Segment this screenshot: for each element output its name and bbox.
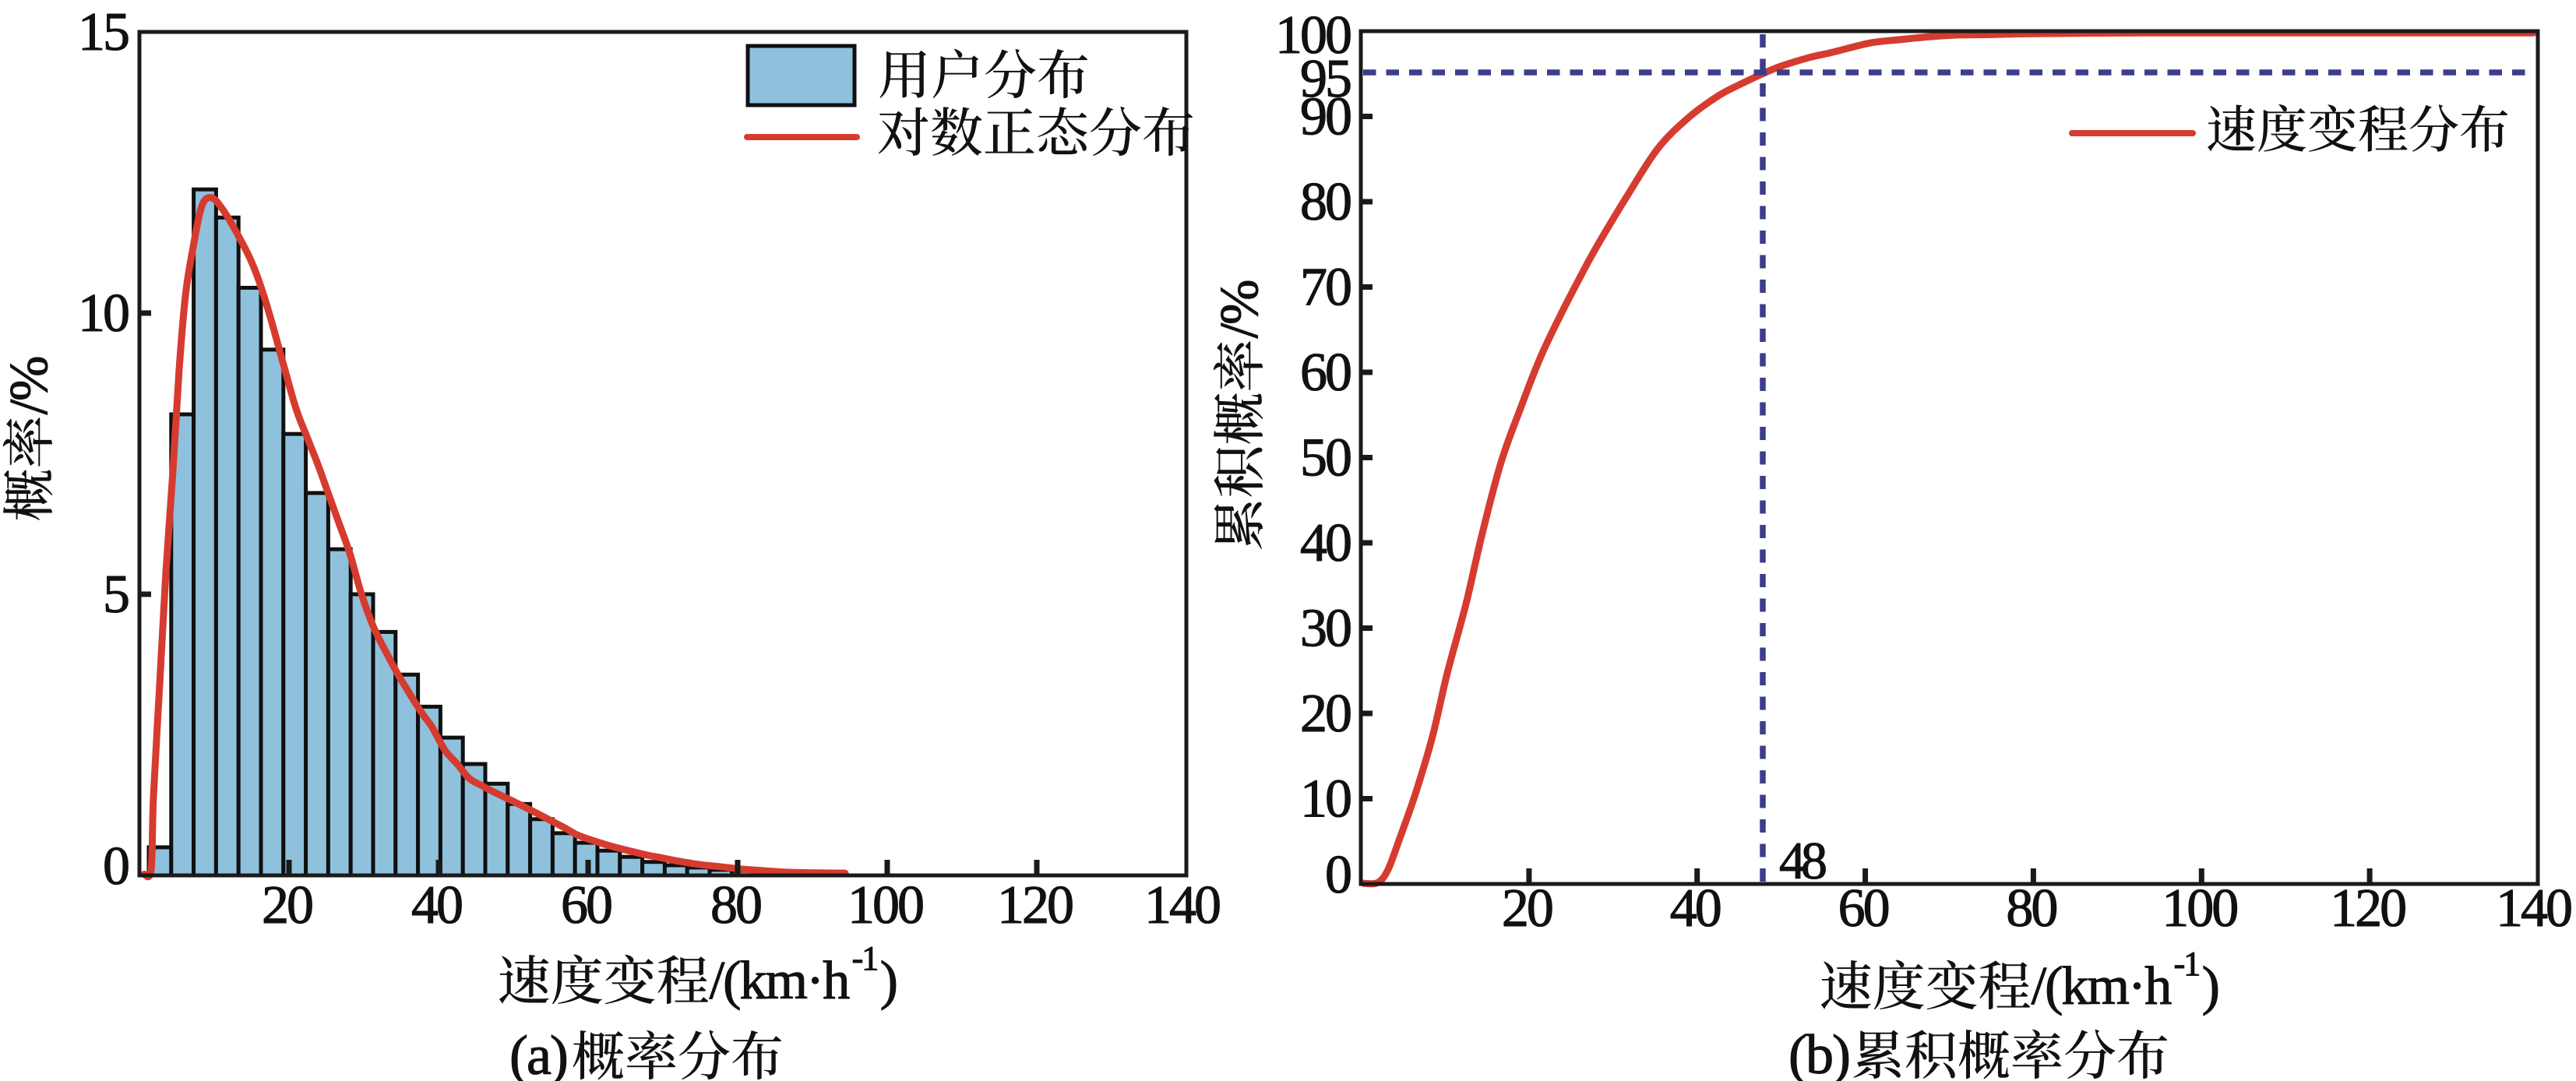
- svg-text:/%: /%: [0, 357, 59, 415]
- svg-text:40: 40: [411, 875, 462, 935]
- svg-text:80: 80: [2006, 879, 2056, 938]
- svg-text:/(km·h: /(km·h: [2032, 956, 2173, 1016]
- svg-text:100: 100: [848, 875, 923, 935]
- svg-text:5: 5: [103, 565, 129, 625]
- svg-text:100: 100: [1275, 5, 1351, 65]
- svg-text:95: 95: [1300, 49, 1351, 109]
- svg-text:10: 10: [78, 283, 129, 343]
- svg-text:80: 80: [1300, 172, 1351, 232]
- svg-text:15: 15: [78, 2, 129, 62]
- svg-text:-1: -1: [852, 939, 878, 977]
- svg-text:20: 20: [1502, 879, 1552, 938]
- svg-text:70: 70: [1300, 258, 1351, 318]
- svg-text:): ): [2202, 956, 2218, 1016]
- svg-text:30: 30: [1300, 599, 1351, 659]
- svg-text:60: 60: [1838, 879, 1889, 938]
- svg-text:40: 40: [1300, 513, 1351, 573]
- svg-text:(a): (a): [509, 1024, 567, 1081]
- svg-text:/(km·h: /(km·h: [710, 951, 851, 1011]
- svg-text:60: 60: [561, 875, 611, 935]
- svg-text:/%: /%: [1210, 281, 1270, 339]
- svg-text:40: 40: [1670, 879, 1721, 938]
- svg-text:140: 140: [1144, 875, 1220, 935]
- svg-text:20: 20: [262, 875, 312, 935]
- svg-text:0: 0: [1325, 845, 1351, 905]
- svg-text:-1: -1: [2174, 945, 2200, 983]
- svg-text:120: 120: [2330, 879, 2405, 938]
- svg-text:80: 80: [710, 875, 761, 935]
- svg-text:): ): [880, 951, 897, 1011]
- svg-text:48: 48: [1779, 831, 1826, 890]
- svg-text:50: 50: [1300, 428, 1351, 488]
- svg-text:0: 0: [103, 836, 129, 896]
- svg-text:20: 20: [1300, 684, 1351, 744]
- svg-text:(b): (b): [1788, 1023, 1849, 1081]
- svg-text:120: 120: [997, 875, 1073, 935]
- svg-text:100: 100: [2162, 879, 2237, 938]
- svg-text:140: 140: [2496, 879, 2571, 938]
- svg-text:60: 60: [1300, 343, 1351, 403]
- svg-text:10: 10: [1300, 769, 1351, 829]
- svg-text:90: 90: [1300, 87, 1351, 147]
